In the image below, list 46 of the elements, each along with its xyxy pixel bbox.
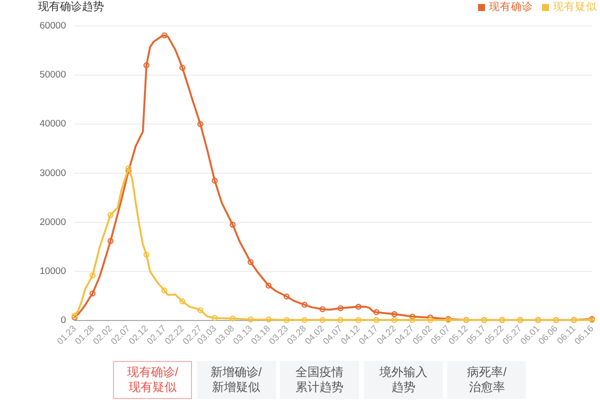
point <box>391 317 398 324</box>
y-tick-label: 50000 <box>40 70 66 81</box>
tab: 全国疫情累计趋势 <box>280 361 360 399</box>
point <box>337 317 344 324</box>
point <box>108 238 114 244</box>
point <box>337 305 344 312</box>
point <box>179 64 186 71</box>
legend-label: 现有确诊 <box>489 1 533 14</box>
y-tick-label: 10000 <box>40 266 66 277</box>
point <box>197 121 204 128</box>
point <box>266 316 272 323</box>
point <box>143 62 150 68</box>
point <box>143 252 150 258</box>
legend-label: 现有疑似 <box>553 1 597 14</box>
point <box>161 288 168 294</box>
tab: 新增确诊/新增疑似 <box>196 361 276 399</box>
point <box>179 298 186 304</box>
tab: 现有确诊/现有疑似 <box>113 361 192 399</box>
point <box>320 306 326 312</box>
point <box>409 317 416 324</box>
point <box>90 290 96 297</box>
y-tick-label: 60000 <box>40 20 66 32</box>
point <box>355 317 362 324</box>
point <box>320 317 326 324</box>
point <box>266 282 272 289</box>
y-tick-label: 40000 <box>40 118 66 130</box>
point <box>90 272 96 278</box>
point <box>391 311 398 318</box>
point <box>284 293 290 300</box>
point <box>427 317 434 324</box>
point <box>125 165 132 172</box>
point <box>108 212 114 218</box>
y-tick-label: 30000 <box>40 168 66 179</box>
point <box>302 317 308 324</box>
point <box>373 309 380 316</box>
chart-title: 现有确诊趋势 <box>38 1 104 14</box>
point <box>302 302 308 308</box>
point <box>373 317 380 324</box>
y-tick-label: 0 <box>60 315 66 326</box>
point <box>197 307 204 314</box>
point <box>355 304 362 310</box>
point <box>161 32 168 38</box>
tab: 病死率/治愈率 <box>447 361 526 399</box>
y-tick-label: 20000 <box>40 216 66 228</box>
point <box>284 317 290 324</box>
tab: 境外输入趋势 <box>364 361 443 399</box>
